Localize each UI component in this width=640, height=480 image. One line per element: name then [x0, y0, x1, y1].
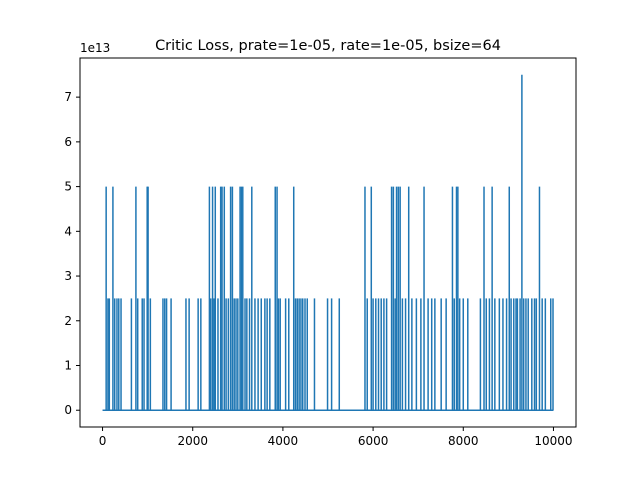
- x-axis: 0 2000 4000 6000 8000 10000: [99, 427, 573, 448]
- series-layer: [102, 74, 554, 411]
- x-tick-label: 6000: [358, 434, 389, 448]
- y-tick-label: 5: [64, 180, 72, 194]
- y-tick-label: 4: [64, 224, 72, 238]
- y-offset-label: 1e13: [80, 41, 110, 55]
- y-tick-label: 0: [64, 403, 72, 417]
- y-tick-label: 6: [64, 135, 72, 149]
- x-tick-label: 8000: [448, 434, 479, 448]
- x-tick-label: 2000: [177, 434, 208, 448]
- chart-title: Critic Loss, prate=1e-05, rate=1e-05, bs…: [155, 38, 501, 54]
- y-tick-label: 3: [64, 269, 72, 283]
- x-tick-label: 0: [99, 434, 107, 448]
- x-tick-label: 4000: [268, 434, 299, 448]
- y-tick-label: 7: [64, 90, 72, 104]
- x-tick-label: 10000: [534, 434, 572, 448]
- axes-frame: [79, 57, 577, 428]
- y-tick-label: 2: [64, 314, 72, 328]
- y-axis: 0 1 2 3 4 5 6 7: [64, 90, 80, 417]
- y-tick-label: 1: [64, 359, 72, 373]
